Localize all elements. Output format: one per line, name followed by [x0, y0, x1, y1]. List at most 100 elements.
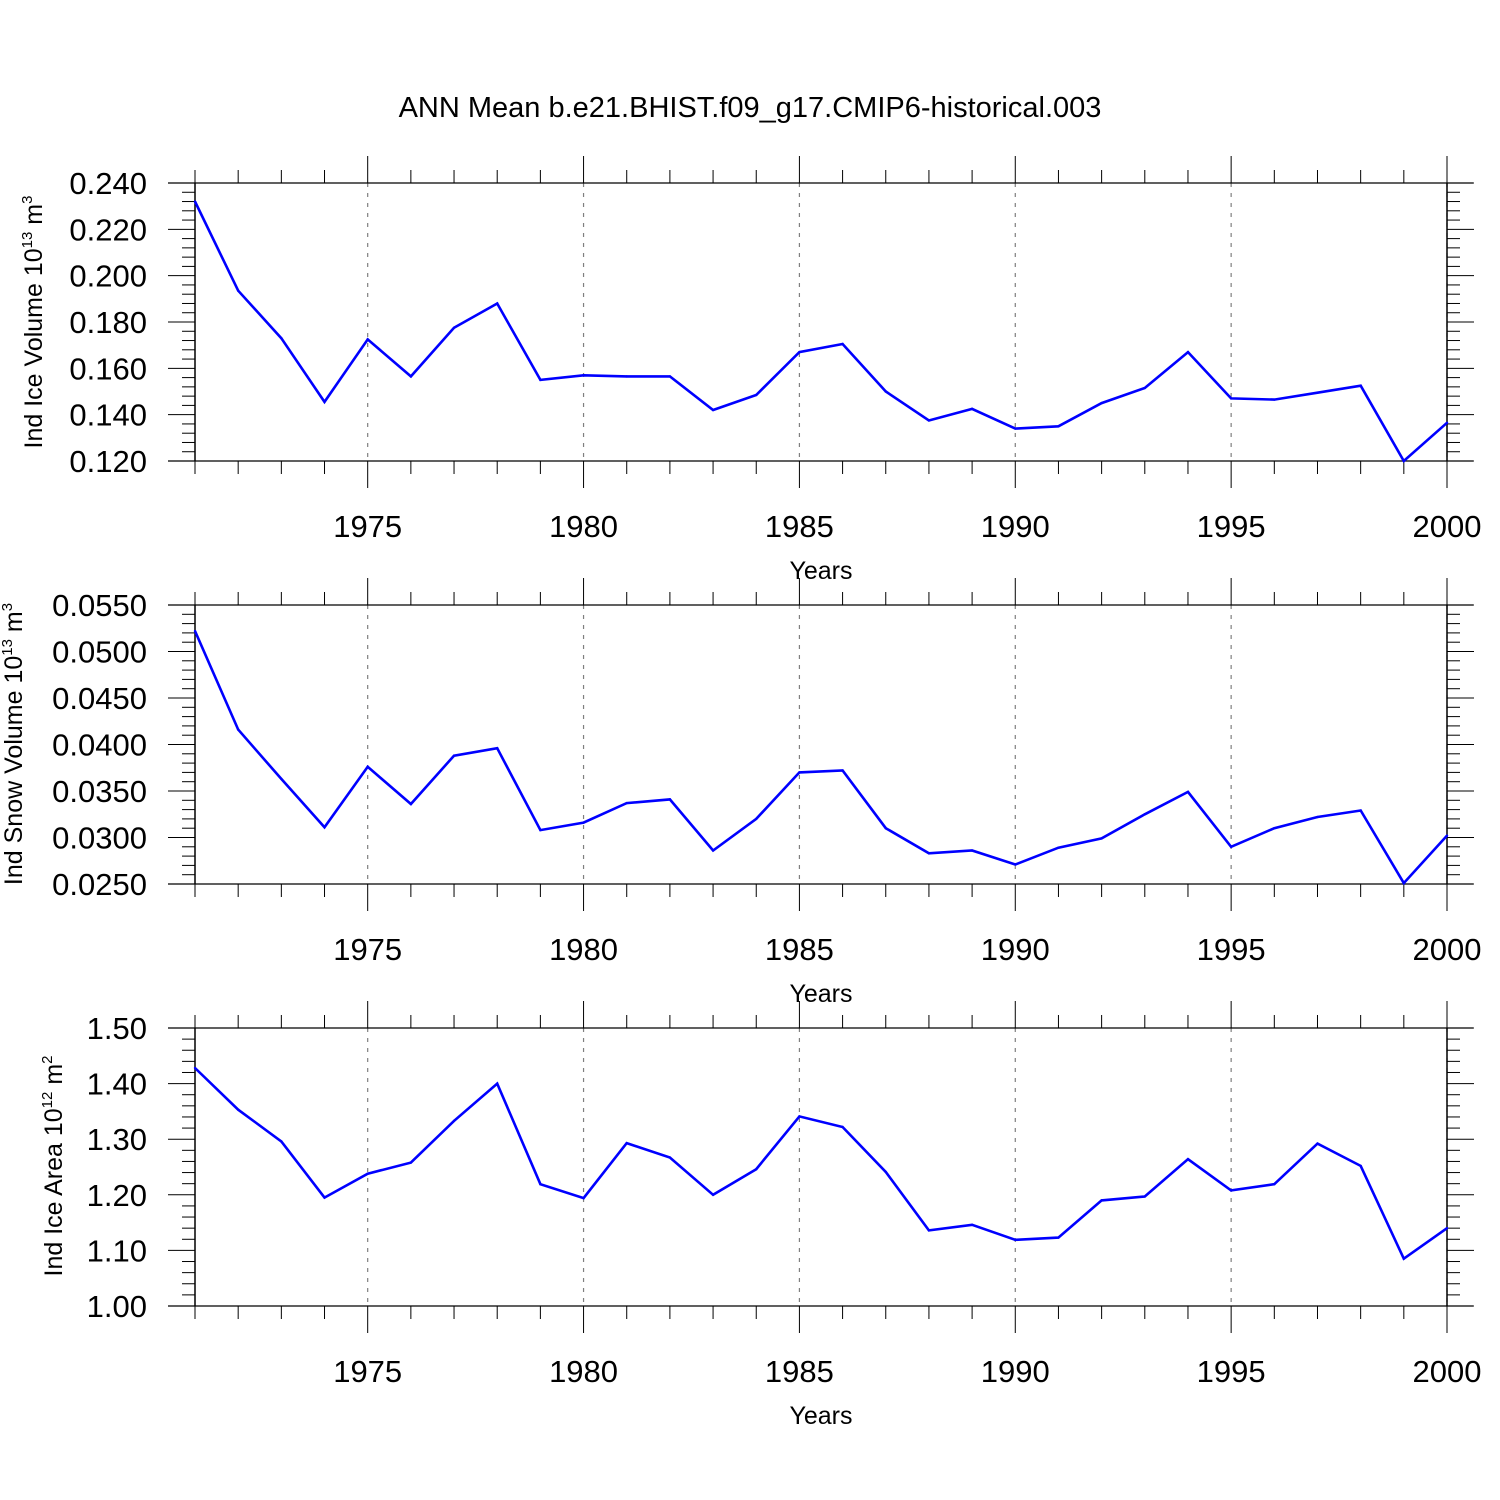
- x-tick-label: 1980: [549, 1354, 618, 1389]
- y-tick-label: 1.30: [87, 1122, 147, 1157]
- panel-2: 0.0250 0.0300 0.0350 0.0400 0.0450 0.0500 0.05…: [0, 578, 1481, 1008]
- data-point: [409, 375, 413, 378]
- y-tick-label: 1.20: [87, 1178, 147, 1213]
- data-point: [539, 828, 542, 832]
- data-point: [582, 1196, 585, 1200]
- data-point: [755, 1168, 758, 1171]
- data-point: [193, 200, 197, 203]
- x-tick-label: 1985: [765, 509, 834, 544]
- data-point: [668, 375, 672, 378]
- data-point: [582, 821, 585, 824]
- data-point: [1014, 427, 1017, 430]
- y-axis-label: Ind Ice Area 1012 m2: [39, 1056, 68, 1277]
- data-point: [1402, 1257, 1406, 1260]
- data-point: [711, 849, 715, 852]
- data-point: [1316, 391, 1319, 394]
- data-point: [1014, 1238, 1017, 1242]
- data-point: [884, 827, 887, 830]
- y-tick-label: 0.0450: [52, 681, 147, 716]
- x-tick-label: 1990: [981, 932, 1050, 967]
- y-tick-label: 0.180: [69, 305, 147, 340]
- data-point: [1229, 1189, 1233, 1192]
- series-line: [193, 630, 1448, 886]
- data-point: [1186, 1158, 1190, 1161]
- data-point: [1143, 1195, 1146, 1198]
- x-tick-label: 1995: [1197, 1354, 1266, 1389]
- y-tick-label: 1.50: [87, 1011, 147, 1046]
- x-tick-label: 2000: [1413, 932, 1482, 967]
- x-tick-label: 1975: [333, 1354, 402, 1389]
- data-point: [452, 326, 456, 329]
- data-point: [1445, 1226, 1449, 1230]
- data-point: [1057, 425, 1060, 428]
- y-tick-label: 0.0550: [52, 588, 147, 623]
- x-tick-label: 1980: [549, 509, 618, 544]
- y-tick-label: 0.200: [69, 259, 147, 294]
- data-point: [323, 1196, 326, 1199]
- data-point: [496, 302, 499, 305]
- data-point: [280, 777, 283, 781]
- data-point: [625, 1141, 628, 1145]
- y-tick-label: 1.40: [87, 1067, 147, 1102]
- data-point: [1359, 1164, 1362, 1168]
- data-point: [1100, 1199, 1103, 1202]
- data-point: [711, 1193, 715, 1197]
- data-point: [1359, 809, 1362, 812]
- data-point: [927, 852, 931, 855]
- data-point: [798, 771, 801, 774]
- data-point: [1445, 421, 1449, 424]
- y-axis-label: Ind Ice Volume 1013 m3: [19, 196, 48, 449]
- y-tick-label: 0.0400: [52, 728, 147, 763]
- y-axis-label: Ind Snow Volume 1013 m3: [0, 603, 28, 885]
- data-point: [1359, 384, 1362, 387]
- data-point: [884, 390, 887, 393]
- x-tick-label: 2000: [1413, 1354, 1482, 1389]
- data-point: [366, 765, 369, 769]
- data-point: [970, 1223, 974, 1227]
- data-point: [366, 1172, 369, 1175]
- data-point: [1057, 846, 1060, 849]
- x-tick-label: 1995: [1197, 509, 1266, 544]
- data-point: [1100, 401, 1103, 405]
- x-tick-label: 1985: [765, 1354, 834, 1389]
- data-point: [496, 747, 499, 750]
- data-point: [1186, 350, 1190, 354]
- x-axis-label: Years: [789, 1402, 852, 1430]
- data-point: [409, 1161, 413, 1164]
- data-point: [1273, 827, 1276, 830]
- data-point: [1143, 386, 1146, 390]
- y-tick-label: 0.0300: [52, 821, 147, 856]
- x-tick-label: 1975: [333, 509, 402, 544]
- data-point: [798, 350, 801, 354]
- x-tick-label: 1980: [549, 932, 618, 967]
- data-point: [841, 342, 844, 346]
- data-point: [798, 1115, 801, 1118]
- data-point: [668, 798, 672, 801]
- data-point: [755, 393, 758, 397]
- data-point: [1143, 813, 1146, 816]
- data-point: [1402, 881, 1406, 885]
- data-point: [1186, 790, 1190, 794]
- data-point: [1273, 398, 1276, 401]
- x-axis-label: Years: [789, 557, 852, 585]
- data-point: [625, 801, 628, 805]
- data-point: [1229, 397, 1233, 400]
- data-point: [668, 1156, 672, 1159]
- y-tick-label: 0.0250: [52, 867, 147, 902]
- chart-title: ANN Mean b.e21.BHIST.f09_g17.CMIP6-histo…: [398, 92, 1102, 124]
- data-point: [1402, 459, 1406, 463]
- y-tick-label: 0.220: [69, 212, 147, 247]
- data-point: [452, 1119, 456, 1123]
- x-tick-label: 1985: [765, 932, 834, 967]
- data-point: [539, 378, 542, 382]
- y-tick-label: 0.120: [69, 444, 147, 479]
- data-point: [193, 1066, 197, 1070]
- data-point: [452, 754, 456, 757]
- x-tick-label: 1995: [1197, 932, 1266, 967]
- data-point: [539, 1183, 542, 1186]
- y-tick-label: 1.10: [87, 1233, 147, 1268]
- data-point: [755, 817, 758, 821]
- data-point: [1057, 1236, 1060, 1239]
- data-point: [884, 1170, 887, 1174]
- data-point: [1100, 837, 1103, 840]
